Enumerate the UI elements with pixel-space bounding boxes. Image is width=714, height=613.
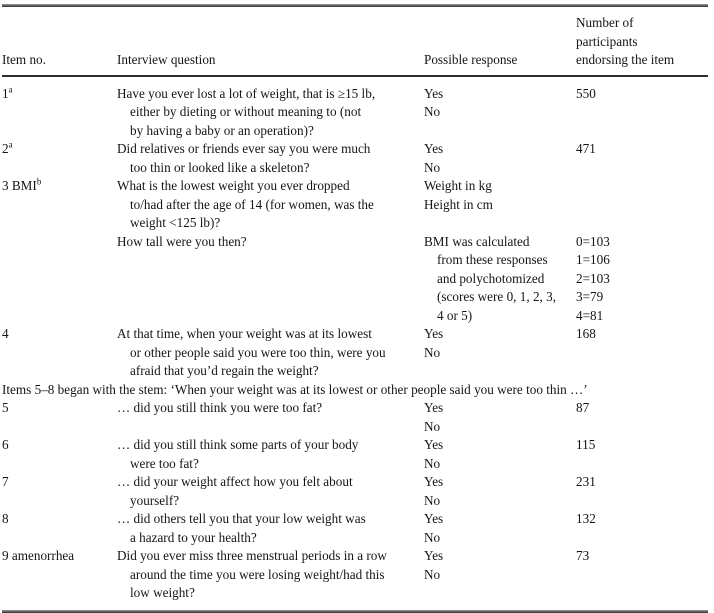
- question-cell: Did you ever miss three menstrual period…: [117, 548, 387, 600]
- table-row-item-3-bmi: 3 BMIb What is the lowest weight you eve…: [2, 177, 708, 233]
- table-body: 1a Have you ever lost a lot of weight, t…: [2, 77, 708, 610]
- table-row-item-7: 7 … did your weight affect how you felt …: [2, 473, 708, 510]
- item-number: 1a: [2, 84, 13, 101]
- item-number: 8: [2, 511, 9, 526]
- question-cell: … did you still think some parts of your…: [117, 437, 359, 471]
- header-item-no: Item no.: [2, 52, 46, 67]
- response-cell: Yes No: [424, 437, 444, 471]
- count-cell: 168: [576, 326, 596, 341]
- response-cell: Weight in kg Height in cm: [424, 178, 493, 212]
- table-row-item-5: 5 … did you still think you were too fat…: [2, 399, 708, 436]
- header-count-line-3: endorsing the item: [576, 52, 675, 67]
- response-cell: Yes No: [424, 141, 444, 175]
- question-cell: Have you ever lost a lot of weight, that…: [117, 85, 376, 138]
- table-row-item-1: 1a Have you ever lost a lot of weight, t…: [2, 85, 708, 141]
- stem-note: Items 5–8 began with the stem: ‘When you…: [2, 381, 588, 397]
- question-cell: Did relatives or friends ever say you we…: [117, 141, 371, 175]
- question-cell: How tall were you then?: [117, 233, 247, 249]
- response-cell: Yes No: [424, 511, 444, 545]
- response-cell: Yes No: [424, 85, 444, 120]
- question-cell: What is the lowest weight you ever dropp…: [117, 178, 374, 230]
- response-cell: Yes No: [424, 326, 444, 360]
- count-cell: 115: [576, 437, 596, 452]
- response-cell: BMI was calculated from these responses …: [424, 233, 557, 323]
- bottom-rule: [2, 609, 708, 613]
- table-row-item-2: 2a Did relatives or friends ever say you…: [2, 140, 708, 177]
- count-cell: 231: [576, 474, 596, 489]
- footnote-marker-b: b: [36, 176, 42, 187]
- top-rule: [2, 4, 708, 7]
- count-cell: 87: [576, 400, 590, 415]
- table-row-item-9-amenorrhea: 9 amenorrhea Did you ever miss three men…: [2, 547, 708, 603]
- header-count-line-2: participants: [576, 33, 638, 49]
- count-cell: 73: [576, 548, 590, 563]
- count-cell: [576, 177, 708, 233]
- header-interview-question: Interview question: [117, 52, 216, 67]
- header-rule: [2, 74, 708, 77]
- count-cell: 471: [576, 141, 596, 156]
- item-number: 7: [2, 474, 9, 489]
- item-number: 5: [2, 400, 9, 415]
- table-row-item-3-bmi-continued: How tall were you then? BMI was calculat…: [2, 233, 708, 326]
- count-cell: 550: [576, 85, 596, 101]
- header-participants-count: Number of participants endorsing the ite…: [576, 14, 708, 70]
- item-number: 2a: [2, 139, 13, 156]
- item-number: 9 amenorrhea: [2, 548, 75, 563]
- table-row-item-6: 6 … did you still think some parts of yo…: [2, 436, 708, 473]
- response-cell: Yes No: [424, 548, 444, 582]
- count-cell: 132: [576, 511, 596, 526]
- header-possible-response: Possible response: [424, 52, 518, 67]
- header-count-line-1: Number of: [576, 15, 634, 30]
- question-cell: … did your weight affect how you felt ab…: [117, 474, 353, 508]
- table-row-item-8: 8 … did others tell you that your low we…: [2, 510, 708, 547]
- count-cell: 0=103 1=106 2=103 3=79 4=81: [576, 233, 610, 323]
- table-header: Item no. Interview question Possible res…: [2, 7, 708, 75]
- response-cell: Yes No: [424, 400, 444, 434]
- question-cell: … did you still think you were too fat?: [117, 400, 323, 415]
- table-row-item-4: 4 At that time, when your weight was at …: [2, 325, 708, 381]
- footnote-marker-a: a: [8, 84, 13, 95]
- response-cell: Yes No: [424, 474, 444, 508]
- question-cell: At that time, when your weight was at it…: [117, 326, 386, 378]
- question-cell: … did others tell you that your low weig…: [117, 511, 366, 545]
- item-number: [2, 233, 117, 326]
- item-number: 3 BMIb: [2, 176, 42, 193]
- item-number: 4: [2, 326, 9, 341]
- item-number: 6: [2, 437, 9, 452]
- footnote-marker-a: a: [8, 139, 13, 150]
